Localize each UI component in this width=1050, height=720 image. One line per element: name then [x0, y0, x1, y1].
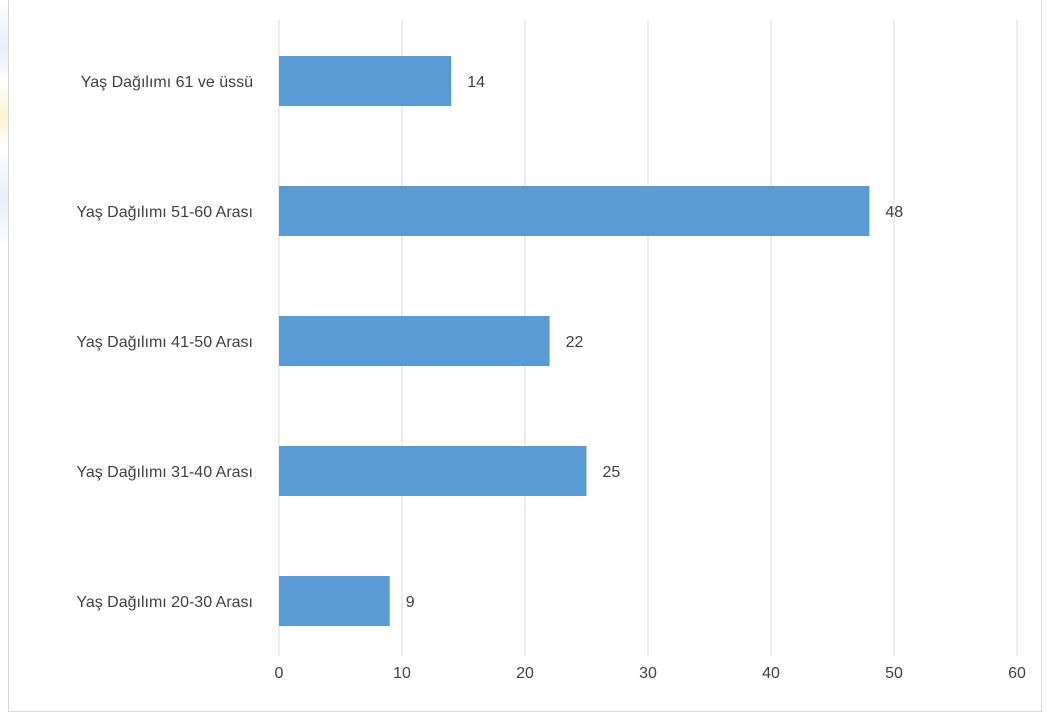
- data-label: 48: [885, 204, 903, 221]
- chart-area: 9 25 22 48 14 Yaş Dağılımı 20-30 Arası Yaş Da…: [8, 0, 1042, 712]
- category-label: Yaş Dağılımı 31-40 Arası: [76, 464, 253, 481]
- x-tick-label: 60: [1008, 665, 1026, 682]
- data-label: 14: [467, 74, 485, 91]
- category-label: Yaş Dağılımı 41-50 Arası: [76, 334, 253, 351]
- gridlines: [278, 20, 1018, 656]
- bars: [279, 56, 870, 626]
- bar-3: [279, 316, 550, 366]
- x-tick-label: 20: [516, 665, 534, 682]
- data-labels: 9 25 22 48 14: [406, 74, 904, 611]
- data-label: 9: [406, 594, 415, 611]
- data-label: 25: [603, 464, 621, 481]
- category-label: Yaş Dağılımı 20-30 Arası: [76, 594, 253, 611]
- x-tick-label: 30: [639, 665, 657, 682]
- bar-1: [279, 576, 390, 626]
- category-label: Yaş Dağılımı 61 ve üssü: [81, 74, 253, 91]
- x-tick-label: 40: [762, 665, 780, 682]
- value-axis: 0 10 20 30 40 50 60: [275, 665, 1026, 682]
- bar-5: [279, 56, 452, 106]
- data-label: 22: [566, 334, 584, 351]
- bar-2: [279, 446, 587, 496]
- category-label: Yaş Dağılımı 51-60 Arası: [76, 204, 253, 221]
- x-tick-label: 0: [275, 665, 284, 682]
- x-tick-label: 10: [393, 665, 411, 682]
- bar-4: [279, 186, 870, 236]
- watermark-strip-left: [0, 0, 8, 330]
- category-axis: Yaş Dağılımı 20-30 Arası Yaş Dağılımı 31-…: [76, 74, 253, 611]
- x-tick-label: 50: [885, 665, 903, 682]
